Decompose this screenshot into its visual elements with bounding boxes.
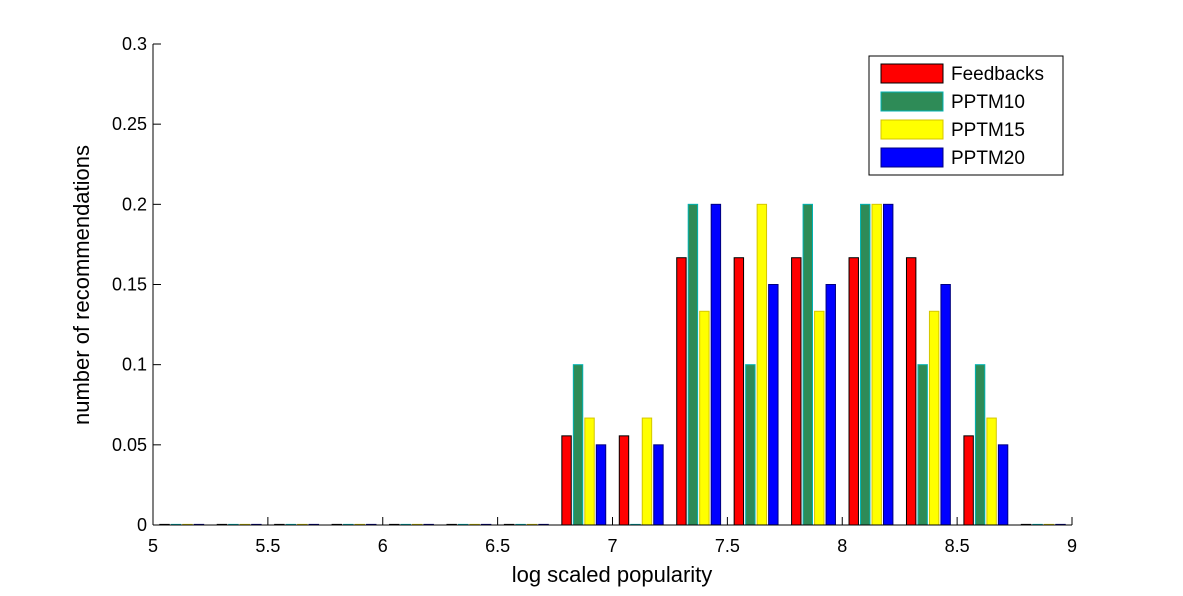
bars-layer <box>159 203 1066 526</box>
bar-pptm20-bin-13 <box>882 203 894 526</box>
x-tick-label: 9 <box>1067 536 1077 556</box>
bar-pptm10-bin-11 <box>745 364 756 526</box>
x-tick-label: 6.5 <box>485 536 510 556</box>
bar-pptm20-bin-9 <box>653 444 664 526</box>
bar-pptm20-bin-12 <box>825 284 836 526</box>
bar-pptm15-bin-11 <box>756 203 768 526</box>
bar-feedbacks-bin-12 <box>791 257 802 526</box>
bar-pptm15-bin-13 <box>871 203 882 526</box>
x-tick-label: 8.5 <box>945 536 970 556</box>
bar-pptm15-bin-10 <box>699 310 710 526</box>
x-tick-label: 7.5 <box>715 536 740 556</box>
bar-feedbacks-bin-15 <box>963 435 974 526</box>
y-tick-label: 0.3 <box>122 34 147 54</box>
bar-pptm15-bin-8 <box>584 417 595 526</box>
bar-pptm15-bin-9 <box>641 417 653 526</box>
x-tick-label: 5 <box>148 536 158 556</box>
x-tick-label: 6 <box>378 536 388 556</box>
y-tick-label: 0 <box>137 515 147 535</box>
legend-swatch-pptm10 <box>880 91 944 112</box>
legend-swatch-feedbacks <box>880 63 944 84</box>
bar-feedbacks-bin-14 <box>905 257 917 526</box>
bar-feedbacks-bin-9 <box>618 435 630 526</box>
x-axis-title: log scaled popularity <box>512 562 713 587</box>
x-tick-label: 5.5 <box>255 536 280 556</box>
bar-pptm15-bin-12 <box>814 310 825 526</box>
bar-pptm20-bin-11 <box>768 284 779 526</box>
bar-pptm10-bin-8 <box>572 364 584 526</box>
bar-pptm20-bin-10 <box>710 203 722 526</box>
legend: Feedbacks PPTM10 PPTM15 PPTM20 <box>868 55 1064 176</box>
bar-pptm15-bin-15 <box>986 417 997 526</box>
bar-pptm10-bin-13 <box>860 203 871 526</box>
axes-layer: 5 5.5 6 6.5 7 7.5 8 8.5 9 0 0.05 0.1 0.15 0.2 0.25 0.3 <box>112 34 1077 556</box>
x-tick-label: 8 <box>837 536 847 556</box>
bar-pptm20-bin-14 <box>940 284 951 526</box>
x-tick-label: 7 <box>607 536 617 556</box>
bar-pptm10-bin-14 <box>917 364 928 526</box>
bar-pptm20-bin-8 <box>595 444 607 526</box>
y-tick-label: 0.2 <box>122 194 147 214</box>
bar-pptm15-bin-14 <box>928 310 940 526</box>
legend-swatch-pptm20 <box>880 147 944 168</box>
bar-pptm20-bin-15 <box>997 444 1009 526</box>
y-tick-label: 0.25 <box>112 114 147 134</box>
legend-label-pptm20: PPTM20 <box>951 148 1025 169</box>
legend-label-feedbacks: Feedbacks <box>951 64 1044 85</box>
bar-pptm10-bin-15 <box>974 364 986 526</box>
legend-label-pptm15: PPTM15 <box>951 120 1025 141</box>
bar-feedbacks-bin-10 <box>676 257 687 526</box>
legend-swatch-pptm15 <box>880 119 944 140</box>
bar-pptm10-bin-10 <box>687 203 699 526</box>
y-tick-label: 0.05 <box>112 435 147 455</box>
y-tick-label: 0.1 <box>122 355 147 375</box>
y-tick-label: 0.15 <box>112 275 147 295</box>
bar-feedbacks-bin-13 <box>848 257 859 526</box>
y-axis-title: number of recommendations <box>69 145 94 425</box>
bar-pptm10-bin-12 <box>802 203 814 526</box>
bar-feedbacks-bin-11 <box>733 257 745 526</box>
bar-feedbacks-bin-8 <box>561 435 572 526</box>
legend-label-pptm10: PPTM10 <box>951 92 1025 113</box>
